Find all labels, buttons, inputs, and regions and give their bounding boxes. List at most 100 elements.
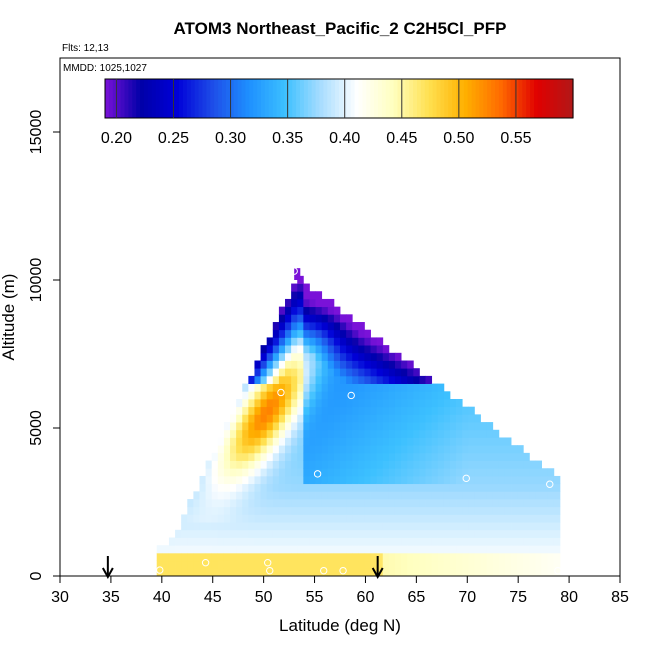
heat-cell xyxy=(327,298,335,308)
heat-cell xyxy=(346,537,353,546)
sample-point xyxy=(339,566,347,575)
heat-cell xyxy=(388,506,396,515)
heat-cell xyxy=(498,552,506,562)
heat-cell xyxy=(303,560,310,569)
heat-cell xyxy=(346,398,353,408)
heat-cell xyxy=(486,522,494,531)
heat-cell xyxy=(370,368,378,377)
heat-cell xyxy=(358,352,365,361)
heat-cell xyxy=(285,383,292,392)
heat-cell xyxy=(278,568,286,576)
heat-cell xyxy=(278,475,286,485)
y-tick-label: 10000 xyxy=(28,258,45,303)
heat-cell xyxy=(285,491,292,500)
heat-cell xyxy=(504,460,512,469)
heat-cell xyxy=(376,406,384,415)
heat-cell xyxy=(297,337,304,346)
heat-cell xyxy=(419,445,426,454)
heat-cell xyxy=(321,537,329,546)
heat-cell xyxy=(254,560,261,569)
heat-cell xyxy=(474,529,481,538)
heat-cell xyxy=(272,422,280,431)
heat-cell xyxy=(437,468,445,477)
heat-cell xyxy=(425,506,433,515)
heat-cell xyxy=(223,491,231,500)
heat-cell xyxy=(303,375,310,384)
heat-cell xyxy=(370,352,378,361)
heat-cell xyxy=(340,560,347,569)
heat-cell xyxy=(333,314,341,323)
colorbar-segment xyxy=(307,79,313,118)
heat-cell xyxy=(333,506,341,515)
heat-cell xyxy=(242,422,249,431)
heat-cell xyxy=(474,483,481,492)
heat-cell xyxy=(480,537,488,546)
heat-cell xyxy=(254,406,261,415)
heat-cell xyxy=(443,529,451,538)
sample-point xyxy=(156,566,164,574)
heat-cell xyxy=(321,483,329,492)
heat-cell xyxy=(272,468,280,477)
heat-cell xyxy=(340,352,347,361)
heat-cell xyxy=(517,491,524,500)
heat-cell xyxy=(376,391,384,400)
heat-cell xyxy=(156,568,164,576)
colorbar-segment xyxy=(518,79,523,118)
heat-cell xyxy=(327,337,335,346)
heat-cell xyxy=(443,514,451,523)
heat-cell xyxy=(333,468,341,477)
heat-cell xyxy=(168,568,176,576)
heat-cell xyxy=(407,398,414,408)
heat-cell xyxy=(511,475,518,485)
heat-cell xyxy=(486,452,494,461)
heat-cell xyxy=(370,337,378,346)
heat-cell xyxy=(358,452,365,461)
colorbar-segment xyxy=(417,79,422,118)
heat-cell xyxy=(431,437,439,446)
heat-cell xyxy=(327,445,335,454)
heat-cell xyxy=(223,506,231,515)
heat-cell xyxy=(401,452,408,461)
heat-cell xyxy=(278,552,286,562)
heat-cell xyxy=(266,468,274,477)
colorbar-segment xyxy=(241,79,246,118)
heat-cell xyxy=(413,475,420,485)
heat-cell xyxy=(541,522,549,531)
heat-cell xyxy=(291,491,298,500)
heat-cell xyxy=(278,414,286,423)
heat-cell xyxy=(443,391,451,400)
heat-cell xyxy=(511,468,518,477)
heat-cell xyxy=(425,414,433,423)
heat-cell xyxy=(394,375,402,384)
heat-cell xyxy=(187,545,194,554)
heat-cell xyxy=(236,406,243,415)
heat-cell xyxy=(535,483,542,492)
heat-cell xyxy=(199,483,206,492)
heat-cell xyxy=(370,483,378,492)
heat-cell xyxy=(449,468,457,477)
heat-cell xyxy=(431,398,439,408)
heat-cell xyxy=(199,529,206,538)
heat-cell xyxy=(358,322,365,331)
heat-cell xyxy=(260,383,268,392)
heat-cell xyxy=(223,452,231,461)
heat-cell xyxy=(419,491,426,500)
heat-cell xyxy=(291,560,298,569)
heat-cell xyxy=(346,352,353,361)
heat-cell xyxy=(242,522,249,531)
heat-cell xyxy=(431,414,439,423)
heat-cell xyxy=(437,552,445,562)
heat-cell xyxy=(333,406,341,415)
heat-cell xyxy=(297,406,304,415)
heat-cell xyxy=(199,491,206,500)
heat-cell xyxy=(346,529,353,538)
colorbar-segment xyxy=(198,79,204,118)
x-axis: 30 35 40 45 50 55 60 65 70 75 80 85 xyxy=(51,575,629,606)
heat-cell xyxy=(211,460,219,469)
heat-cell xyxy=(407,429,414,438)
colorbar-segment xyxy=(339,79,344,118)
heat-cell xyxy=(285,375,292,384)
heat-cell xyxy=(260,437,268,446)
x-tick-label: 80 xyxy=(560,589,578,606)
heat-cell xyxy=(376,360,384,369)
